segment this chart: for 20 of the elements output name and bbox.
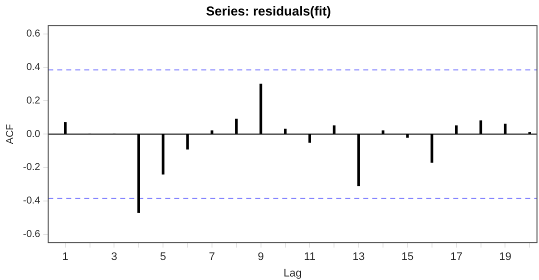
x-tick-label: 3 bbox=[111, 251, 118, 264]
y-tick-label: 0.0 bbox=[26, 128, 41, 140]
x-tick-label: 15 bbox=[401, 251, 414, 264]
x-tick-label: 17 bbox=[450, 251, 462, 264]
x-axis-title: Lag bbox=[283, 267, 302, 280]
chart-title: Series: residuals(fit) bbox=[206, 3, 331, 18]
y-tick-label: -0.4 bbox=[22, 196, 41, 207]
x-tick-label: 11 bbox=[304, 251, 316, 264]
y-axis-title: ACF bbox=[4, 124, 16, 144]
x-tick-label: 5 bbox=[160, 251, 166, 264]
x-tick-label: 9 bbox=[258, 251, 264, 264]
x-tick-label: 7 bbox=[208, 251, 216, 264]
x-tick-label: 1 bbox=[62, 251, 68, 264]
x-tick-label: 13 bbox=[352, 251, 365, 264]
y-tick-label: 0.4 bbox=[26, 62, 41, 74]
y-tick-label: -0.6 bbox=[22, 229, 41, 240]
y-tick-label: 0.6 bbox=[26, 28, 41, 40]
y-tick-label: -0.2 bbox=[22, 162, 41, 174]
y-tick-label: 0.2 bbox=[26, 95, 41, 106]
x-tick-label: 19 bbox=[499, 251, 512, 264]
